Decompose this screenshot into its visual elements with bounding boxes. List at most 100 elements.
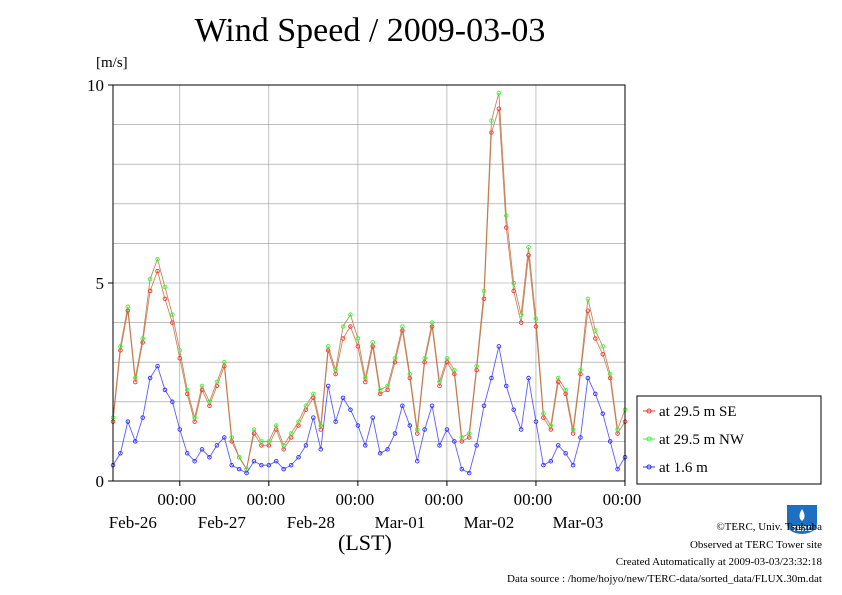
series-line — [112, 92, 626, 471]
data-point — [600, 411, 605, 416]
credit-source: Data source : /home/hojyo/new/TERC-data/… — [507, 573, 822, 585]
data-point — [496, 90, 502, 96]
data-point — [504, 225, 509, 230]
data-point — [444, 355, 450, 361]
data-point — [177, 427, 183, 432]
credit-observed: Observed at TERC Tower site — [689, 539, 822, 551]
x-tick-date: Mar-03 — [553, 513, 604, 532]
data-point — [229, 435, 234, 440]
data-point — [570, 462, 576, 468]
data-point — [244, 470, 249, 476]
data-point — [504, 383, 509, 389]
data-point — [392, 431, 398, 436]
data-point — [511, 407, 516, 412]
data-point — [318, 447, 324, 452]
data-point — [259, 439, 264, 444]
series-2 — [110, 344, 628, 476]
data-point — [155, 363, 160, 369]
data-point — [414, 427, 420, 432]
data-point — [555, 375, 561, 381]
x-tick-date: Feb-28 — [287, 513, 335, 532]
series-0 — [110, 106, 628, 472]
data-point — [222, 359, 227, 365]
data-point — [363, 443, 368, 448]
data-point — [199, 383, 205, 389]
data-point — [585, 296, 591, 302]
data-point — [140, 415, 145, 420]
data-point — [518, 427, 524, 432]
data-point — [377, 387, 383, 393]
data-point — [407, 423, 413, 428]
data-point — [437, 443, 442, 448]
data-point — [318, 423, 324, 428]
legend-label: at 1.6 m — [659, 460, 708, 476]
data-point — [593, 328, 598, 333]
data-point — [207, 399, 212, 405]
chart-title: Wind Speed / 2009-03-03 — [194, 12, 546, 49]
y-tick-label: 10 — [87, 76, 104, 95]
data-point — [481, 288, 487, 294]
data-point — [333, 419, 338, 424]
data-point — [444, 427, 450, 432]
data-point — [422, 355, 427, 361]
data-point — [385, 447, 390, 452]
data-point — [259, 462, 264, 468]
data-point — [400, 324, 405, 329]
data-point — [348, 312, 353, 317]
terc-logo: TERC — [787, 505, 817, 534]
data-point — [563, 451, 568, 456]
data-point — [311, 391, 316, 397]
data-point — [125, 304, 131, 310]
data-point — [229, 462, 234, 468]
data-point — [303, 443, 309, 448]
data-point — [474, 443, 479, 448]
data-point — [615, 427, 620, 432]
data-point — [489, 375, 494, 381]
data-point — [452, 439, 457, 444]
data-point — [526, 253, 531, 258]
legend-box — [636, 395, 822, 485]
data-point — [155, 256, 160, 262]
data-point — [162, 387, 168, 393]
data-point — [392, 355, 398, 361]
legend: at 29.5 m SE at 29.5 m NW at 1.6 m — [636, 395, 822, 485]
x-tick-time: 00:00 — [336, 490, 375, 509]
svg-text:TERC: TERC — [792, 525, 812, 533]
series-line — [112, 108, 626, 471]
data-point — [585, 308, 591, 313]
y-axis-unit: [m/s] — [96, 55, 128, 71]
data-point — [184, 451, 190, 456]
data-point — [541, 411, 546, 416]
y-tick-label: 5 — [96, 274, 105, 293]
data-point — [147, 375, 153, 381]
data-point — [533, 316, 539, 321]
data-point — [600, 344, 605, 349]
x-tick-date: Feb-26 — [109, 513, 157, 532]
data-point — [526, 375, 531, 381]
data-point — [333, 367, 338, 373]
data-point — [518, 320, 524, 325]
tick-labels: 051000:00Feb-2600:00Feb-2700:00Feb-2800:… — [87, 76, 641, 532]
data-point — [155, 268, 160, 274]
data-point — [466, 431, 472, 436]
x-tick-date: Feb-27 — [198, 513, 247, 532]
data-point — [452, 367, 457, 373]
data-point — [296, 454, 301, 460]
data-point — [607, 439, 613, 444]
legend-marker — [646, 464, 652, 470]
data-point — [511, 280, 516, 286]
data-point — [325, 383, 331, 389]
data-point — [607, 371, 613, 377]
x-tick-date: Mar-01 — [375, 513, 426, 532]
data-point — [459, 466, 465, 472]
data-point — [147, 276, 153, 282]
x-tick-date: Mar-02 — [464, 513, 515, 532]
credit-copyright: ©TERC, Univ. Tsukuba — [716, 521, 822, 533]
data-point — [266, 439, 272, 444]
data-point — [162, 284, 168, 290]
legend-label: at 29.5 m SE — [659, 404, 737, 420]
data-point — [563, 387, 568, 393]
data-point — [207, 454, 212, 460]
data-point — [162, 296, 168, 302]
